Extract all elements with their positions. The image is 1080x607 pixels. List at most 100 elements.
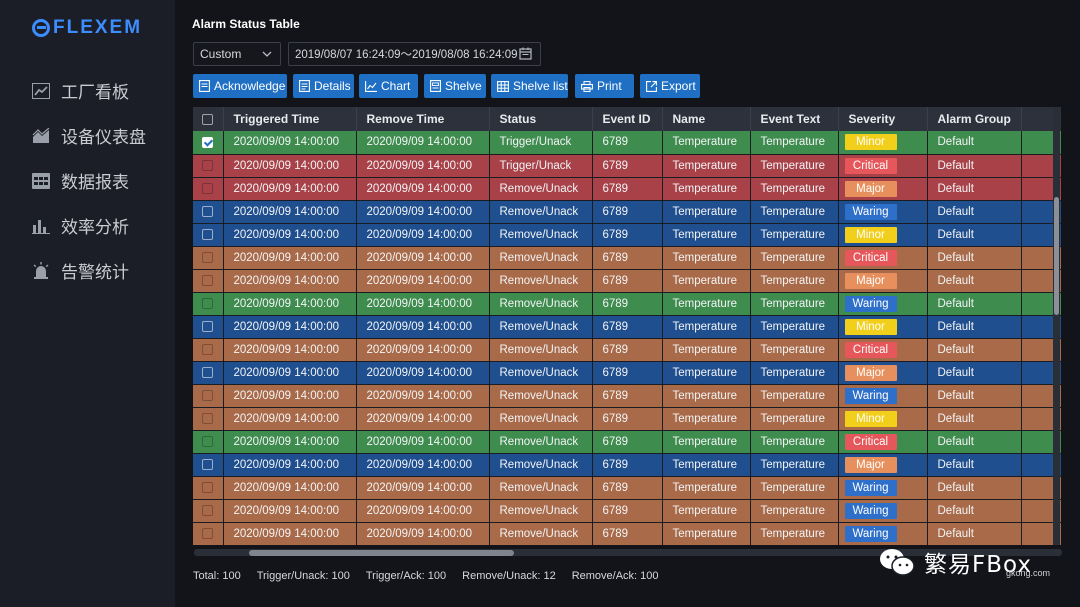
sidebar-item-device-dashboard[interactable]: 设备仪表盘 — [32, 113, 146, 158]
status-cell: Remove/Unack — [489, 292, 593, 316]
date-range-value: 2019/08/07 16:24:09～2019/08/08 16:24:09 — [295, 49, 518, 61]
table-row[interactable]: 2020/09/09 14:00:00 2020/09/09 14:00:00 Tr… — [193, 131, 1061, 155]
severity-badge: Waring — [844, 502, 897, 519]
range-select[interactable]: Custom — [193, 42, 281, 66]
table-row[interactable]: 2020/09/09 14:00:00 2020/09/09 14:00:00 Re… — [193, 338, 1061, 362]
column-header[interactable]: Event ID — [592, 107, 663, 131]
table-row[interactable]: 2020/09/09 14:00:00 2020/09/09 14:00:00 Re… — [193, 384, 1061, 408]
select-all-checkbox[interactable] — [193, 107, 224, 131]
table-row[interactable]: 2020/09/09 14:00:00 2020/09/09 14:00:00 Re… — [193, 499, 1061, 523]
table-row[interactable]: 2020/09/09 14:00:00 2020/09/09 14:00:00 Re… — [193, 361, 1061, 385]
sidebar-item-alarm-statistics[interactable]: 告警统计 — [32, 248, 146, 293]
table-row[interactable]: 2020/09/09 14:00:00 2020/09/09 14:00:00 Re… — [193, 246, 1061, 270]
triggered-time-cell: 2020/09/09 14:00:00 — [223, 246, 357, 270]
chart-button[interactable]: Chart — [359, 74, 418, 98]
alarm-group-cell: Default — [927, 453, 1022, 477]
row-checkbox[interactable] — [193, 177, 224, 201]
row-checkbox[interactable] — [193, 223, 224, 247]
row-checkbox[interactable] — [193, 453, 224, 477]
table-row[interactable]: 2020/09/09 14:00:00 2020/09/09 14:00:00 Re… — [193, 407, 1061, 431]
name-cell: Temperature — [662, 522, 751, 545]
remove-time-cell: 2020/09/09 14:00:00 — [356, 292, 490, 316]
shelve-button[interactable]: Shelve — [424, 74, 486, 98]
event-text-cell: Temperature — [750, 384, 839, 408]
event-id-cell: 6789 — [592, 223, 663, 247]
sidebar-item-factory-board[interactable]: 工厂看板 — [32, 68, 146, 113]
remove-time-cell: 2020/09/09 14:00:00 — [356, 453, 490, 477]
column-header[interactable]: Status — [489, 107, 593, 131]
wechat-icon — [878, 547, 916, 577]
export-button[interactable]: Export — [640, 74, 700, 98]
severity-badge: Waring — [844, 525, 897, 542]
table-row[interactable]: 2020/09/09 14:00:00 2020/09/09 14:00:00 Tr… — [193, 154, 1061, 178]
event-text-cell: Temperature — [750, 246, 839, 270]
acknowledge-button[interactable]: Acknowledge — [193, 74, 287, 98]
calendar-icon[interactable] — [519, 47, 532, 63]
triggered-time-cell: 2020/09/09 14:00:00 — [223, 499, 357, 523]
event-id-cell: 6789 — [592, 407, 663, 431]
column-header[interactable]: Alarm Group — [927, 107, 1022, 131]
row-checkbox[interactable] — [193, 522, 224, 545]
table-row[interactable]: 2020/09/09 14:00:00 2020/09/09 14:00:00 Re… — [193, 476, 1061, 500]
table-row[interactable]: 2020/09/09 14:00:00 2020/09/09 14:00:00 Re… — [193, 200, 1061, 224]
table-row[interactable]: 2020/09/09 14:00:00 2020/09/09 14:00:00 Re… — [193, 177, 1061, 201]
event-id-cell: 6789 — [592, 131, 663, 155]
row-checkbox[interactable] — [193, 315, 224, 339]
column-header[interactable]: Event Text — [750, 107, 839, 131]
severity-cell: Major — [838, 453, 928, 477]
print-button[interactable]: Print — [575, 74, 634, 98]
event-id-cell: 6789 — [592, 315, 663, 339]
alarm-group-cell: Default — [927, 200, 1022, 224]
details-button[interactable]: Details — [293, 74, 354, 98]
row-checkbox[interactable] — [193, 200, 224, 224]
row-checkbox[interactable] — [193, 476, 224, 500]
severity-badge: Critical — [844, 341, 897, 358]
horizontal-scroll-track[interactable] — [194, 549, 1062, 556]
remove-time-cell: 2020/09/09 14:00:00 — [356, 315, 490, 339]
shelve-list-button[interactable]: Shelve list — [491, 74, 568, 98]
row-checkbox[interactable] — [193, 361, 224, 385]
table-row[interactable]: 2020/09/09 14:00:00 2020/09/09 14:00:00 Re… — [193, 315, 1061, 339]
chart-label: Chart — [381, 79, 411, 93]
table-row[interactable]: 2020/09/09 14:00:00 2020/09/09 14:00:00 Re… — [193, 269, 1061, 293]
vertical-scroll-track[interactable] — [1053, 107, 1060, 545]
horizontal-scrollbar-thumb[interactable] — [249, 550, 514, 556]
severity-cell: Waring — [838, 522, 928, 545]
table-row[interactable]: 2020/09/09 14:00:00 2020/09/09 14:00:00 Re… — [193, 522, 1061, 545]
vertical-scrollbar-thumb[interactable] — [1054, 197, 1059, 315]
row-checkbox[interactable] — [193, 499, 224, 523]
status-cell: Remove/Unack — [489, 453, 593, 477]
sidebar-item-efficiency-analysis[interactable]: 效率分析 — [32, 203, 146, 248]
table-row[interactable]: 2020/09/09 14:00:00 2020/09/09 14:00:00 Re… — [193, 430, 1061, 454]
name-cell: Temperature — [662, 154, 751, 178]
alarm-light-icon — [32, 261, 50, 280]
event-id-cell: 6789 — [592, 338, 663, 362]
row-checkbox[interactable] — [193, 269, 224, 293]
alarm-group-cell: Default — [927, 315, 1022, 339]
table-row[interactable]: 2020/09/09 14:00:00 2020/09/09 14:00:00 Re… — [193, 223, 1061, 247]
row-checkbox[interactable] — [193, 246, 224, 270]
row-spacer-cell — [1021, 131, 1061, 155]
row-checkbox[interactable] — [193, 407, 224, 431]
row-checkbox[interactable] — [193, 154, 224, 178]
date-range-picker[interactable]: 2019/08/07 16:24:09～2019/08/08 16:24:09 — [288, 42, 541, 66]
row-checkbox[interactable] — [193, 131, 224, 155]
trigger-unack-count: Trigger/Unack: 100 — [256, 570, 350, 582]
alarm-group-cell: Default — [927, 246, 1022, 270]
name-cell: Temperature — [662, 246, 751, 270]
row-checkbox[interactable] — [193, 384, 224, 408]
triggered-time-cell: 2020/09/09 14:00:00 — [223, 292, 357, 316]
table-row[interactable]: 2020/09/09 14:00:00 2020/09/09 14:00:00 Re… — [193, 453, 1061, 477]
column-header[interactable]: Name — [662, 107, 751, 131]
alarm-group-cell: Default — [927, 361, 1022, 385]
name-cell: Temperature — [662, 269, 751, 293]
table-row[interactable]: 2020/09/09 14:00:00 2020/09/09 14:00:00 Re… — [193, 292, 1061, 316]
column-header[interactable]: Severity — [838, 107, 928, 131]
column-header[interactable]: Triggered Time — [223, 107, 357, 131]
export-label: Export — [661, 79, 696, 93]
row-checkbox[interactable] — [193, 292, 224, 316]
sidebar-item-data-report[interactable]: 数据报表 — [32, 158, 146, 203]
row-checkbox[interactable] — [193, 338, 224, 362]
column-header[interactable]: Remove Time — [356, 107, 490, 131]
row-checkbox[interactable] — [193, 430, 224, 454]
